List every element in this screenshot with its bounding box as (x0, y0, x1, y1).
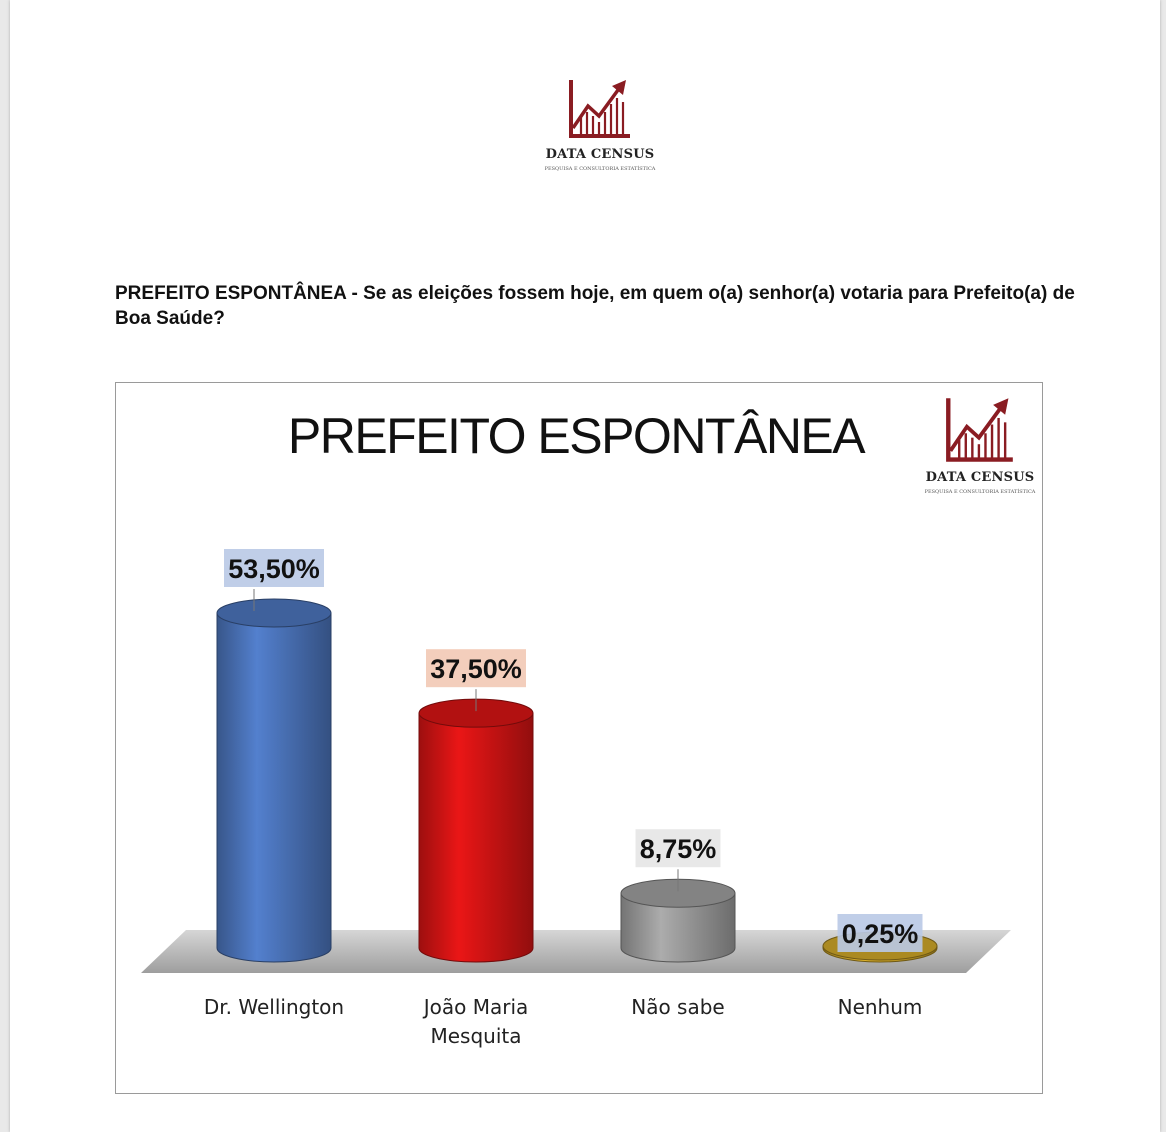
x-tick-label: Não sabe (631, 995, 725, 1019)
chart-frame: PREFEITO ESPONTÂNEA DATA CENSUS PES (115, 382, 1043, 1094)
brand-name: DATA CENSUS (545, 147, 655, 162)
x-tick-label: João Maria Mesquita (422, 995, 529, 1048)
data-census-logo: DATA CENSUS PESQUISA E CONSULTORIA ESTAT… (535, 78, 665, 172)
survey-question: PREFEITO ESPONTÂNEA - Se as eleições fos… (115, 283, 1075, 329)
bar-body (620, 892, 736, 963)
chart-logo: DATA CENSUS PESQUISA E CONSULTORIA ESTAT… (921, 395, 1039, 495)
bar-1 (216, 598, 332, 963)
data-label-1: 53,50% (224, 549, 324, 611)
data-label-box (837, 914, 923, 952)
brand-tagline: PESQUISA E CONSULTORIA ESTATÍSTICA (924, 489, 1036, 495)
bar-chart-arrow-icon (569, 80, 630, 138)
chart-title: PREFEITO ESPONTÂNEA (287, 408, 866, 464)
x-tick-label: Dr. Wellington (204, 995, 344, 1019)
data-label-text: 8,75% (640, 834, 717, 864)
data-label-text: 0,25% (842, 919, 919, 949)
x-tick-label: Nenhum (838, 995, 923, 1019)
data-label-4: 0,25% (837, 914, 923, 952)
bar-chart: 53,50% Dr. Wellington 37,50% João Maria Mesq… (141, 549, 1011, 1048)
bar-top (216, 598, 332, 628)
brand-name: DATA CENSUS (925, 470, 1035, 485)
data-label-box (635, 829, 721, 868)
bar-2 (418, 698, 534, 963)
brand-tagline: PESQUISA E CONSULTORIA ESTATÍSTICA (544, 166, 656, 172)
data-label-2: 37,50% (426, 649, 526, 712)
bar-body (418, 712, 534, 963)
chart-floor (141, 930, 1011, 973)
bar-body (216, 612, 332, 963)
data-label-text: 53,50% (228, 554, 320, 584)
data-label-text: 37,50% (430, 654, 522, 684)
data-label-box (426, 649, 526, 688)
data-label-3: 8,75% (635, 829, 721, 892)
data-label-box (224, 549, 324, 587)
bar-chart-arrow-icon (946, 398, 1013, 462)
document-page: DATA CENSUS PESQUISA E CONSULTORIA ESTAT… (10, 0, 1160, 1132)
bar-3 (620, 878, 736, 963)
